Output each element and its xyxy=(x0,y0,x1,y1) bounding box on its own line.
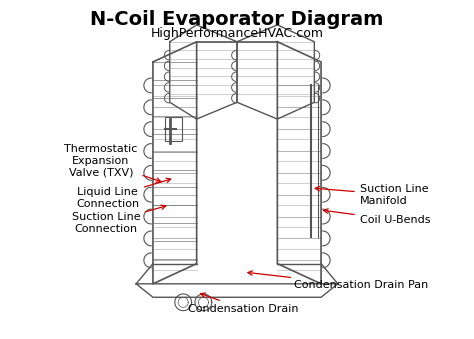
Text: Thermostatic
Expansion
Valve (TXV): Thermostatic Expansion Valve (TXV) xyxy=(64,144,161,182)
Text: N-Coil Evaporator Diagram: N-Coil Evaporator Diagram xyxy=(91,10,383,29)
Text: Suction Line
Connection: Suction Line Connection xyxy=(72,205,166,234)
Text: Condensation Drain Pan: Condensation Drain Pan xyxy=(248,271,428,291)
Text: HighPerformanceHVAC.com: HighPerformanceHVAC.com xyxy=(151,26,323,40)
Text: Coil U-Bends: Coil U-Bends xyxy=(324,209,430,225)
Text: Condensation Drain: Condensation Drain xyxy=(189,293,299,314)
Text: Suction Line
Manifold: Suction Line Manifold xyxy=(315,184,428,205)
FancyBboxPatch shape xyxy=(164,117,182,141)
Text: Liquid Line
Connection: Liquid Line Connection xyxy=(76,178,171,209)
